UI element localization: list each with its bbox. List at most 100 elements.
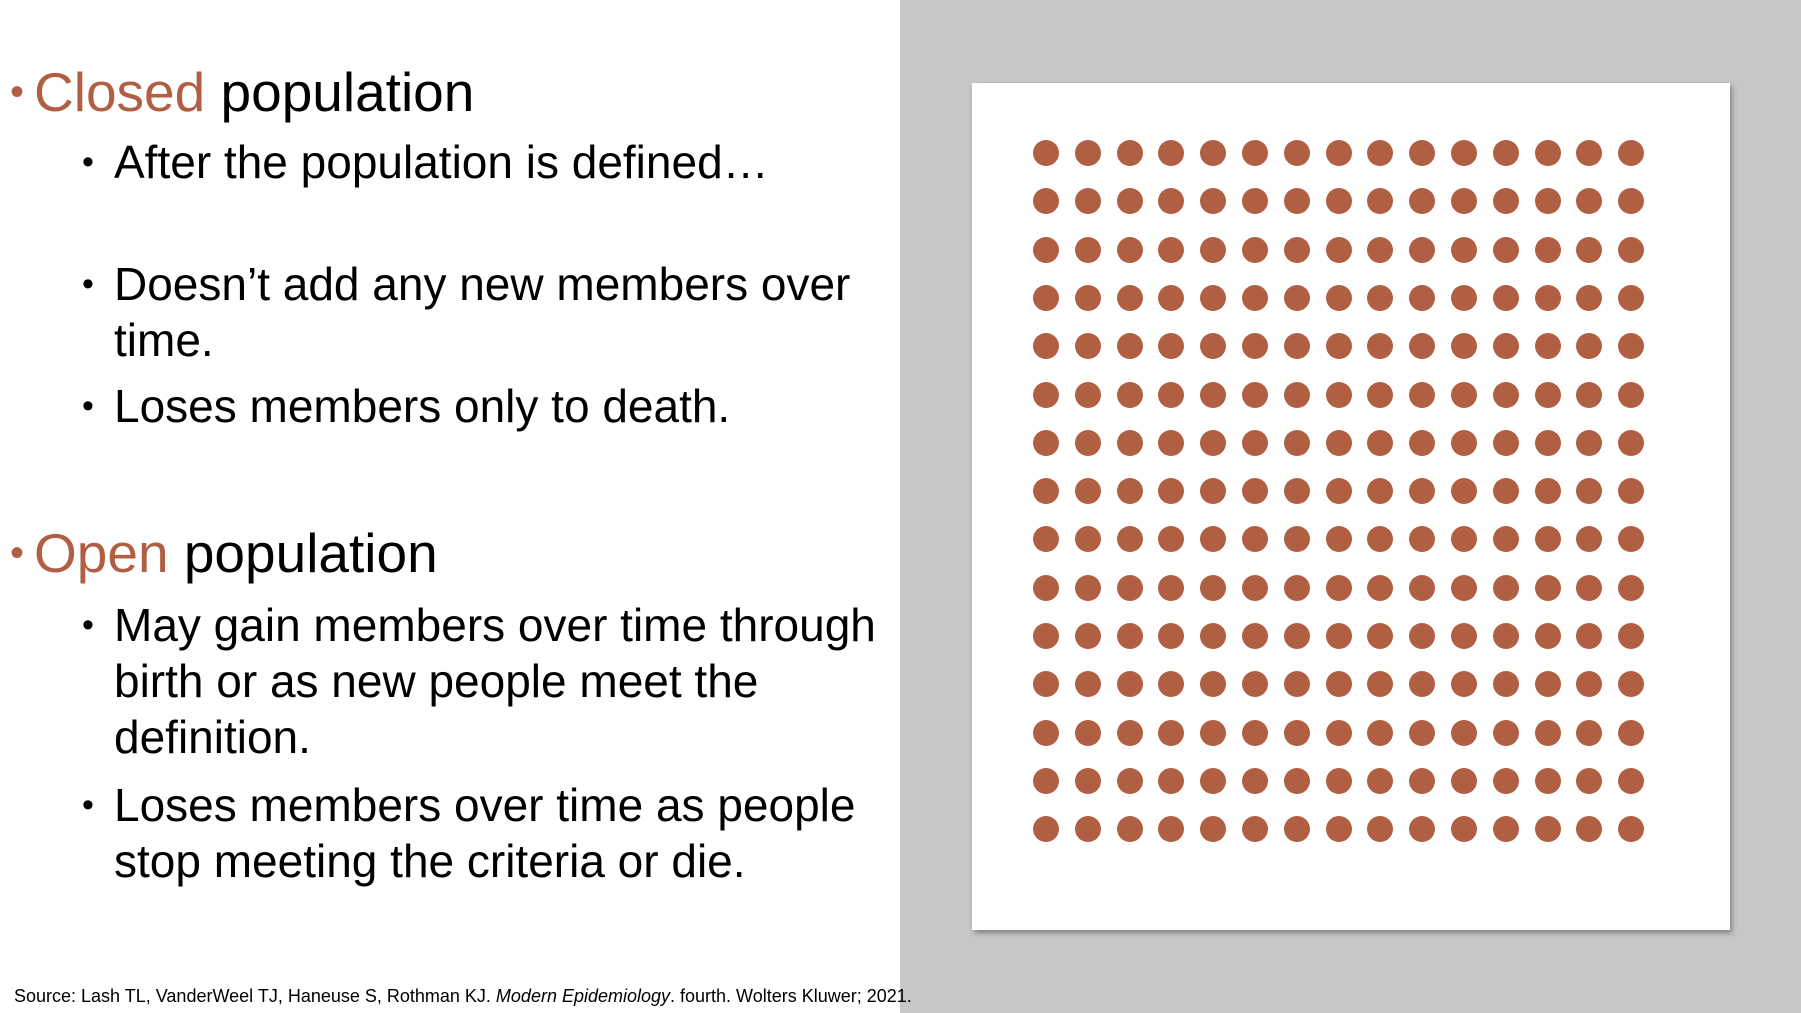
source-suffix: . fourth. Wolters Kluwer; 2021. bbox=[670, 986, 912, 1006]
population-member-dot bbox=[1200, 671, 1227, 698]
population-member-dot bbox=[1200, 429, 1227, 456]
population-member-dot bbox=[1409, 381, 1436, 408]
population-member-dot bbox=[1200, 767, 1227, 794]
population-member-dot bbox=[1367, 236, 1394, 263]
population-member-dot bbox=[1033, 333, 1059, 360]
population-member-dot bbox=[1618, 429, 1645, 456]
population-member-dot bbox=[1325, 623, 1352, 649]
population-member-dot bbox=[1242, 671, 1268, 698]
population-member-dot bbox=[1618, 333, 1645, 360]
population-member-dot bbox=[1033, 284, 1059, 311]
population-member-dot bbox=[1074, 767, 1101, 794]
population-member-dot bbox=[1409, 284, 1436, 311]
population-member-dot bbox=[1200, 236, 1227, 263]
population-member-dot bbox=[1451, 188, 1477, 215]
population-member-dot bbox=[1283, 333, 1310, 360]
population-member-dot bbox=[1576, 188, 1603, 215]
population-member-dot bbox=[1451, 236, 1477, 263]
population-member-dot bbox=[1618, 236, 1645, 263]
population-member-dot bbox=[1325, 236, 1352, 263]
population-member-dot bbox=[1534, 284, 1561, 311]
population-member-dot bbox=[1074, 333, 1101, 360]
population-member-dot bbox=[1325, 140, 1352, 166]
population-member-dot bbox=[1242, 816, 1268, 843]
population-member-dot bbox=[1158, 333, 1185, 360]
population-member-dot bbox=[1367, 333, 1394, 360]
population-member-dot bbox=[1534, 816, 1561, 843]
bullet-dot: • bbox=[82, 387, 94, 425]
population-member-dot bbox=[1158, 719, 1185, 746]
population-member-dot bbox=[1200, 574, 1227, 601]
population-member-dot bbox=[1325, 333, 1352, 360]
population-member-dot bbox=[1158, 671, 1185, 698]
population-member-dot bbox=[1242, 719, 1268, 746]
population-member-dot bbox=[1242, 767, 1268, 794]
population-member-dot bbox=[1158, 284, 1185, 311]
closed-bullet-1: • After the population is defined… bbox=[82, 134, 882, 190]
population-member-dot bbox=[1158, 767, 1185, 794]
population-figure-card bbox=[972, 83, 1730, 930]
closed-label: Closed bbox=[34, 61, 206, 123]
population-member-dot bbox=[1242, 381, 1268, 408]
population-member-dot bbox=[1200, 816, 1227, 843]
population-member-dot bbox=[1618, 140, 1645, 166]
population-member-dot bbox=[1242, 478, 1268, 505]
population-member-dot bbox=[1492, 816, 1519, 843]
population-member-dot bbox=[1242, 623, 1268, 649]
population-member-dot bbox=[1576, 623, 1603, 649]
population-member-dot bbox=[1283, 671, 1310, 698]
population-member-dot bbox=[1033, 381, 1059, 408]
population-member-dot bbox=[1074, 236, 1101, 263]
population-member-dot bbox=[1116, 816, 1143, 843]
population-member-dot bbox=[1074, 719, 1101, 746]
population-member-dot bbox=[1618, 188, 1645, 215]
population-member-dot bbox=[1242, 429, 1268, 456]
population-member-dot bbox=[1492, 526, 1519, 553]
population-member-dot bbox=[1158, 526, 1185, 553]
population-member-dot bbox=[1200, 478, 1227, 505]
population-member-dot bbox=[1451, 478, 1477, 505]
population-member-dot bbox=[1074, 284, 1101, 311]
population-member-dot bbox=[1451, 140, 1477, 166]
population-member-dot bbox=[1451, 623, 1477, 649]
population-member-dot bbox=[1033, 140, 1059, 166]
population-member-dot bbox=[1325, 816, 1352, 843]
population-member-dot bbox=[1409, 623, 1436, 649]
closed-bullet-2: • Doesn’t add any new members over time. bbox=[82, 256, 882, 368]
population-member-dot bbox=[1451, 719, 1477, 746]
population-member-dot bbox=[1451, 381, 1477, 408]
population-member-dot bbox=[1492, 719, 1519, 746]
population-member-dot bbox=[1409, 478, 1436, 505]
population-member-dot bbox=[1367, 574, 1394, 601]
population-member-dot bbox=[1074, 623, 1101, 649]
population-member-dot bbox=[1451, 574, 1477, 601]
population-member-dot bbox=[1576, 236, 1603, 263]
population-member-dot bbox=[1618, 623, 1645, 649]
population-member-dot bbox=[1492, 140, 1519, 166]
population-member-dot bbox=[1033, 671, 1059, 698]
population-member-dot bbox=[1116, 623, 1143, 649]
bullet-dot: • bbox=[82, 606, 94, 644]
population-member-dot bbox=[1116, 526, 1143, 553]
population-member-dot bbox=[1283, 816, 1310, 843]
population-member-dot bbox=[1409, 236, 1436, 263]
population-member-dot bbox=[1534, 429, 1561, 456]
closed-suffix: population bbox=[205, 61, 475, 123]
population-member-dot bbox=[1534, 623, 1561, 649]
population-member-dot bbox=[1492, 671, 1519, 698]
population-member-dot bbox=[1618, 671, 1645, 698]
population-member-dot bbox=[1158, 236, 1185, 263]
population-member-dot bbox=[1325, 719, 1352, 746]
population-member-dot bbox=[1618, 284, 1645, 311]
population-member-dot bbox=[1451, 767, 1477, 794]
population-member-dot bbox=[1576, 671, 1603, 698]
population-member-dot bbox=[1451, 526, 1477, 553]
population-member-dot bbox=[1576, 478, 1603, 505]
population-member-dot bbox=[1618, 574, 1645, 601]
population-member-dot bbox=[1074, 574, 1101, 601]
population-member-dot bbox=[1033, 574, 1059, 601]
population-member-dot bbox=[1074, 671, 1101, 698]
population-member-dot bbox=[1116, 333, 1143, 360]
population-member-dot bbox=[1325, 574, 1352, 601]
bullet-dot: • bbox=[82, 143, 94, 181]
